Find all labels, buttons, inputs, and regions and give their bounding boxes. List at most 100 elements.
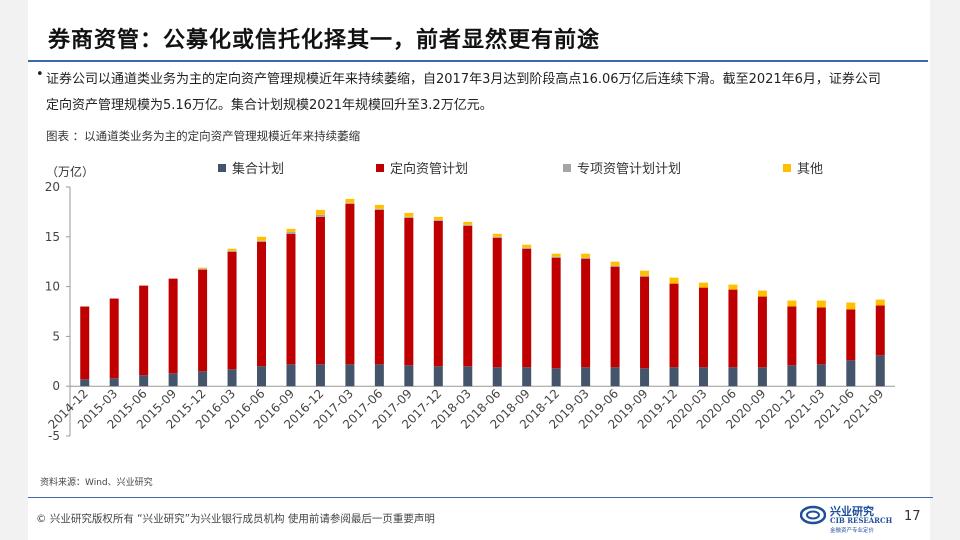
bar-segment xyxy=(109,298,119,379)
y-tick-label: 5 xyxy=(52,329,60,343)
bar-segment xyxy=(286,231,296,234)
bar-segment xyxy=(757,367,767,387)
bar-segment xyxy=(433,216,443,220)
bar-segment xyxy=(345,198,355,203)
bar-segment xyxy=(816,364,826,387)
slide-title: 券商资管：公募化或信托化择其一，前者显然更有前途 xyxy=(48,27,601,53)
bar-segment xyxy=(374,208,384,210)
bar-segment xyxy=(257,240,267,242)
y-tick-label: 20 xyxy=(45,180,60,194)
bar-segment xyxy=(227,251,237,370)
legend-label: 其他 xyxy=(797,162,824,177)
bar-segment xyxy=(875,355,885,387)
y-axis-unit-label: （万亿） xyxy=(46,165,95,179)
bar-segment xyxy=(698,282,708,288)
bar-segment xyxy=(286,364,296,387)
legend-item-qita: 其他 xyxy=(783,158,823,177)
bar-segment xyxy=(168,373,178,387)
bar-segment xyxy=(227,369,237,387)
bar-segment xyxy=(492,367,502,387)
bar-segment xyxy=(816,307,826,365)
bar-segment xyxy=(404,212,414,217)
bar-segment xyxy=(640,275,650,277)
bar-segment xyxy=(257,241,267,367)
bar-segment xyxy=(315,216,325,365)
copyright-notice: © 兴业研究版权所有 “兴业研究”为兴业银行成员机构 使用前请参阅最后一页重要声… xyxy=(36,513,435,525)
y-tick-label: 15 xyxy=(45,230,60,244)
bar-segment xyxy=(227,250,237,252)
bar-segment xyxy=(374,209,384,365)
legend-swatch xyxy=(783,163,791,172)
bar-segment xyxy=(640,368,650,387)
bar-segment xyxy=(669,277,679,284)
bar-segment xyxy=(581,257,591,259)
bar-segment xyxy=(492,236,502,238)
bar-segment xyxy=(433,366,443,387)
bar-segment xyxy=(787,306,797,366)
bar-segment xyxy=(551,257,561,369)
bar-segment xyxy=(315,209,325,215)
bar-segment xyxy=(846,360,856,387)
bar-segment xyxy=(257,236,267,241)
legend-item-jihe: 集合计划 xyxy=(218,158,284,177)
bar-segment xyxy=(669,283,679,368)
bar-segment xyxy=(374,204,384,209)
legend-item-dingxiang: 定向资管计划 xyxy=(376,158,468,177)
legend-swatch xyxy=(376,163,384,172)
bar-segment xyxy=(875,305,885,356)
bar-segment xyxy=(286,228,296,232)
logo-english-name: CIB RESEARCH xyxy=(830,516,893,525)
bar-segment xyxy=(698,287,708,368)
bar-segment xyxy=(492,233,502,237)
bar-segment xyxy=(846,302,856,310)
title-divider xyxy=(28,60,928,62)
bar-segment xyxy=(345,202,355,204)
bar-segment xyxy=(551,256,561,258)
bar-segment xyxy=(80,379,90,387)
bar-segment xyxy=(640,270,650,276)
bar-segment xyxy=(345,203,355,365)
bar-segment xyxy=(581,253,591,258)
legend-label: 定向资管计划 xyxy=(390,162,469,177)
bar-segment xyxy=(522,247,532,249)
bar-segment xyxy=(463,221,473,225)
bar-segment xyxy=(198,267,208,269)
bar-segment xyxy=(315,364,325,387)
bar-segment xyxy=(168,278,178,374)
bar-segment xyxy=(610,265,620,267)
bar-segment xyxy=(404,365,414,387)
bar-segment xyxy=(610,261,620,266)
legend-swatch xyxy=(563,163,571,172)
figure-caption: 图表 ：以通道类业务为主的定向资产管理规模近年来持续萎缩 xyxy=(46,129,361,143)
bar-segment xyxy=(669,367,679,387)
bar-segment xyxy=(610,367,620,387)
bar-segment xyxy=(286,233,296,365)
bar-segment xyxy=(728,367,738,387)
bar-segment xyxy=(787,365,797,387)
bar-segment xyxy=(757,296,767,368)
bar-segment xyxy=(551,253,561,257)
bullet-marker: • xyxy=(36,67,44,82)
bar-segment xyxy=(463,224,473,226)
bar-segment xyxy=(139,375,149,387)
bar-segment xyxy=(345,364,355,387)
legend-swatch xyxy=(218,163,226,172)
logo-name: 兴业研究 xyxy=(830,505,874,518)
y-tick-label: -5 xyxy=(48,429,60,443)
summary-paragraph: 证券公司以通道类业务为主的定向资产管理规模近年来持续萎缩，自2017年3月达到阶… xyxy=(46,72,881,113)
legend-label: 集合计划 xyxy=(232,162,285,177)
bar-segment xyxy=(757,290,767,297)
bar-segment xyxy=(492,237,502,368)
bar-segment xyxy=(728,284,738,290)
bar-segment xyxy=(198,371,208,387)
bar-segment xyxy=(610,266,620,368)
bar-segment xyxy=(816,300,826,308)
bar-segment xyxy=(551,368,561,387)
bar-segment xyxy=(640,276,650,369)
bar-segment xyxy=(698,367,708,387)
bar-segment xyxy=(728,289,738,368)
bar-segment xyxy=(522,244,532,248)
bar-segment xyxy=(433,219,443,221)
bar-segment xyxy=(80,306,90,380)
